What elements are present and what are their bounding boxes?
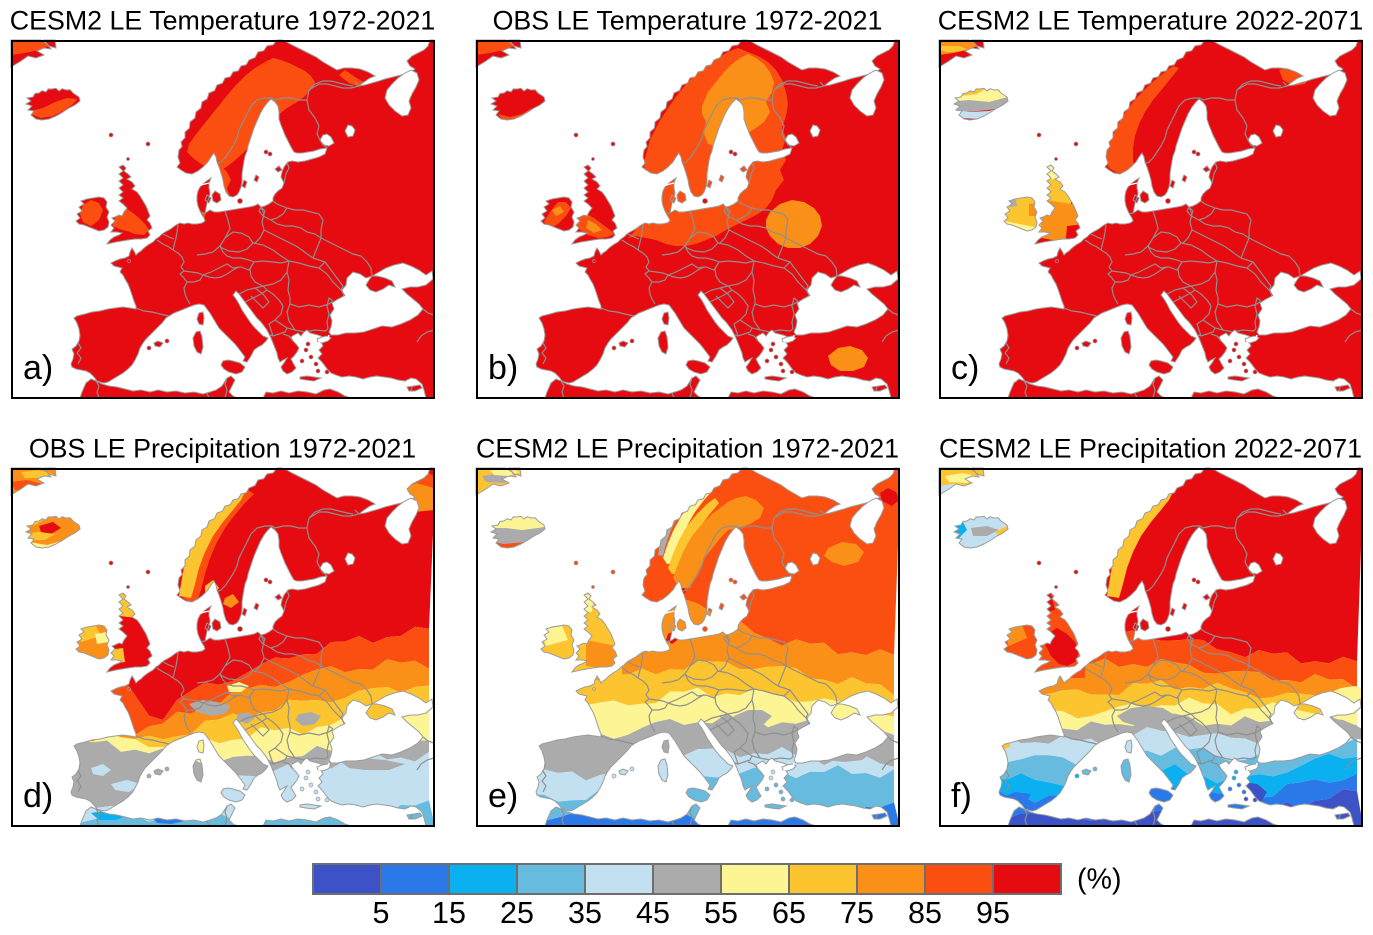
svg-text:15: 15: [432, 896, 466, 930]
svg-text:65: 65: [772, 896, 806, 930]
svg-text:CESM2 LE Precipitation 2022-20: CESM2 LE Precipitation 2022-2071: [939, 434, 1362, 464]
svg-text:(%): (%): [1077, 864, 1121, 896]
svg-text:OBS LE Temperature 1972-2021: OBS LE Temperature 1972-2021: [493, 6, 883, 36]
svg-text:35: 35: [568, 896, 602, 930]
svg-text:85: 85: [908, 896, 942, 930]
svg-text:e): e): [488, 777, 518, 815]
svg-text:55: 55: [704, 896, 738, 930]
svg-text:CESM2 LE Precipitation 1972-20: CESM2 LE Precipitation 1972-2021: [476, 434, 899, 464]
svg-text:CESM2 LE Temperature 2022-2071: CESM2 LE Temperature 2022-2071: [938, 6, 1364, 36]
svg-text:CESM2 LE Temperature 1972-2021: CESM2 LE Temperature 1972-2021: [10, 6, 436, 36]
svg-text:c): c): [951, 349, 979, 387]
svg-text:25: 25: [500, 896, 534, 930]
svg-text:OBS LE Precipitation 1972-2021: OBS LE Precipitation 1972-2021: [29, 434, 416, 464]
svg-text:b): b): [488, 349, 518, 387]
svg-text:5: 5: [373, 896, 390, 930]
svg-text:95: 95: [976, 896, 1010, 930]
svg-text:75: 75: [840, 896, 874, 930]
svg-text:d): d): [23, 777, 53, 815]
svg-text:45: 45: [636, 896, 670, 930]
svg-text:f): f): [951, 777, 972, 815]
svg-text:a): a): [23, 349, 53, 387]
